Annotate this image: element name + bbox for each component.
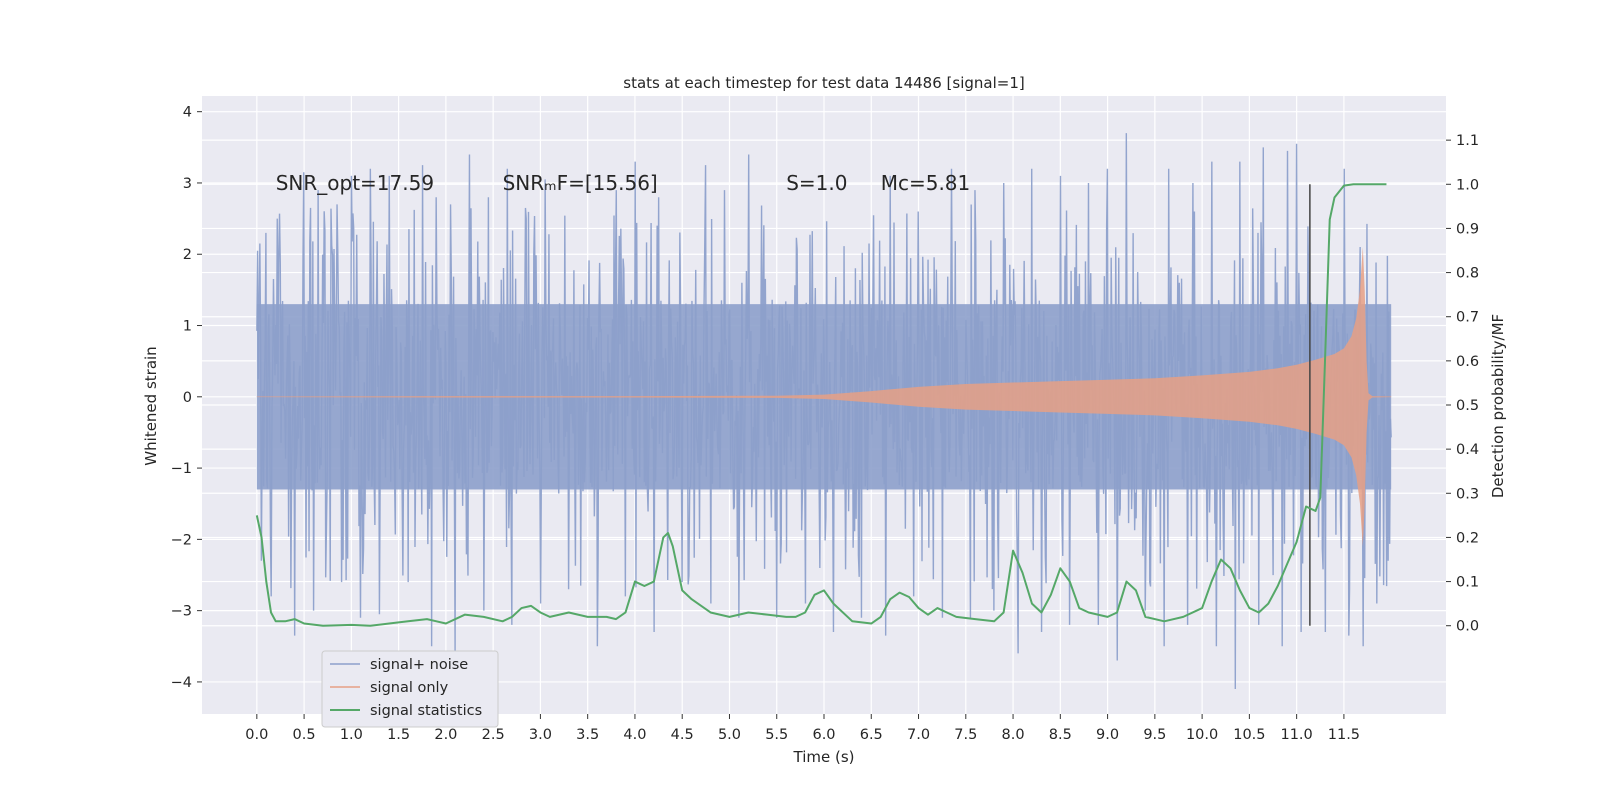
x-tick-label: 10.5 xyxy=(1233,727,1265,743)
y-tick-label: 3 xyxy=(183,176,192,192)
x-tick-label: 6.5 xyxy=(860,727,883,743)
y-tick-label: −3 xyxy=(171,604,192,620)
y-axis-ticks: 4 3 2 1 0 −1 −2 −3 −4 xyxy=(171,105,202,691)
y-tick-label: 1 xyxy=(183,319,192,335)
x-tick-label: 5.0 xyxy=(718,727,741,743)
annotations: SNR_opt=17.59 SNRₘF=[15.56] S=1.0 Mᴄ=5.81 xyxy=(276,171,971,195)
x-tick-label: 8.0 xyxy=(1002,727,1025,743)
x-tick-label: 3.5 xyxy=(576,727,599,743)
x-axis-label: Time (s) xyxy=(793,748,855,766)
series-signal-only xyxy=(256,247,1392,547)
legend-entry: signal only xyxy=(370,680,449,696)
x-tick-label: 4.0 xyxy=(623,727,646,743)
y2-tick-label: 0.5 xyxy=(1456,398,1479,414)
annotation: SNRₘF=[15.56] xyxy=(503,171,658,195)
legend-entry: signal statistics xyxy=(370,703,482,719)
legend-box xyxy=(321,650,499,728)
x-tick-label: 1.5 xyxy=(387,727,410,743)
chart-title: stats at each timestep for test data 144… xyxy=(623,74,1024,92)
y-tick-label: 0 xyxy=(183,390,192,406)
x-tick-label: 11.0 xyxy=(1280,727,1312,743)
legend: signal+ noise signal only signal statist… xyxy=(321,650,499,728)
x-tick-label: 5.5 xyxy=(765,727,788,743)
y-axis-label: Whitened strain xyxy=(142,346,160,465)
x-tick-label: 11.5 xyxy=(1328,727,1360,743)
x-tick-label: 9.5 xyxy=(1143,727,1166,743)
annotation: Mᴄ=5.81 xyxy=(881,171,971,195)
y2-tick-label: 0.1 xyxy=(1456,575,1479,591)
annotation: SNR_opt=17.59 xyxy=(276,171,434,195)
x-tick-label: 6.0 xyxy=(812,727,835,743)
y2-axis-ticks: 1.1 1.0 0.9 0.8 0.7 0.6 0.5 0.4 0.3 0.2 0.1 0.0 xyxy=(1446,133,1479,635)
y2-tick-label: 0.9 xyxy=(1456,221,1479,237)
x-tick-label: 4.5 xyxy=(671,727,694,743)
x-tick-label: 3.0 xyxy=(529,727,552,743)
x-tick-label: 7.0 xyxy=(907,727,930,743)
x-tick-label: 2.5 xyxy=(482,727,505,743)
x-tick-label: 0.0 xyxy=(245,727,268,743)
y2-tick-label: 0.3 xyxy=(1456,486,1479,502)
x-tick-label: 10.0 xyxy=(1186,727,1218,743)
y2-tick-label: 0.0 xyxy=(1456,619,1479,635)
y2-tick-label: 1.0 xyxy=(1456,177,1479,193)
y2-tick-label: 0.2 xyxy=(1456,530,1479,546)
y-tick-label: 4 xyxy=(183,105,192,121)
x-tick-label: 7.5 xyxy=(954,727,977,743)
y-tick-label: 2 xyxy=(183,247,192,263)
series-layer xyxy=(255,133,1392,690)
y2-tick-label: 0.7 xyxy=(1456,310,1479,326)
y2-tick-label: 0.8 xyxy=(1456,266,1479,282)
x-tick-label: 1.0 xyxy=(340,727,363,743)
x-tick-label: 2.0 xyxy=(434,727,457,743)
y2-tick-label: 0.6 xyxy=(1456,354,1479,370)
y2-tick-label: 0.4 xyxy=(1456,442,1479,458)
x-axis-ticks: 0.0 0.5 1.0 1.5 2.0 2.5 3.0 3.5 4.0 4.5 5.0 5.5 6.0 6… xyxy=(245,714,1360,743)
x-tick-label: 0.5 xyxy=(293,727,316,743)
legend-entry: signal+ noise xyxy=(370,657,468,673)
y-tick-label: −2 xyxy=(171,532,192,548)
annotation: S=1.0 xyxy=(786,171,847,195)
y2-axis-label: Detection probability/MF xyxy=(1489,314,1507,498)
series-signal-statistics xyxy=(255,183,1387,627)
y-tick-label: −1 xyxy=(171,461,192,477)
x-tick-label: 8.5 xyxy=(1049,727,1072,743)
x-tick-label: 9.0 xyxy=(1096,727,1119,743)
y-tick-label: −4 xyxy=(171,675,192,691)
y2-tick-label: 1.1 xyxy=(1456,133,1479,149)
